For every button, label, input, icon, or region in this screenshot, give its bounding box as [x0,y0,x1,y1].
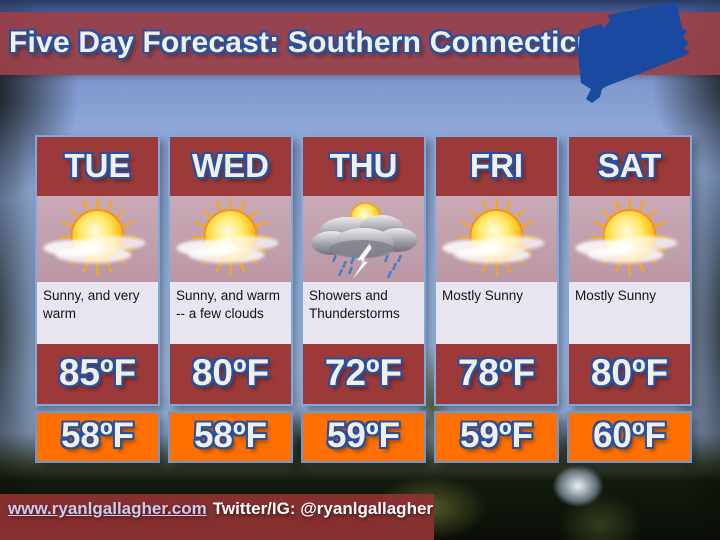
thunderstorm-icon [310,201,419,280]
day-name: SAT [569,137,690,196]
high-temp: 78ºF [436,344,557,404]
weather-icon-area [569,196,690,282]
sunny-icon [436,196,557,282]
weather-icon-area [303,196,424,282]
high-temp: 72ºF [303,344,424,404]
forecast-card-fri: FRI Mostly Sunny 78ºF 59ºF [434,135,559,463]
low-temp: 58ºF [168,411,293,463]
forecast-card-sat: SAT Mostly Sunny 80ºF 60ºF [567,135,692,463]
social-handle: Twitter/IG: @ryanlgallagher [212,499,434,518]
high-temp: 80ºF [569,344,690,404]
day-name: THU [303,137,424,196]
sunny-icon [170,196,291,282]
high-temp: 80ºF [170,344,291,404]
footer-bar: www.ryanlgallagher.com Twitter/IG: @ryanl… [0,494,434,540]
sunny-icon [37,196,158,282]
forecast-summary: Showers and Thunderstorms [303,282,424,344]
high-temp: 85ºF [37,344,158,404]
title-bar: Five Day Forecast: Southern Connecticut [0,12,720,75]
day-name: WED [170,137,291,196]
forecast-card-wed: WED Sunny, and warm -- a few clouds 80ºF… [168,135,293,463]
low-temp: 58ºF [35,411,160,463]
day-name: FRI [436,137,557,196]
forecast-summary: Mostly Sunny [436,282,557,344]
forecast-columns: TUE Sunny, and very warm 85ºF 58ºF WED S… [35,135,692,463]
forecast-summary: Sunny, and warm -- a few clouds [170,282,291,344]
sunny-icon [569,196,690,282]
forecast-card-thu: THU Showers and Thunderstorms 72ºF 59ºF [301,135,426,463]
low-temp: 59ºF [301,411,426,463]
low-temp: 59ºF [434,411,559,463]
low-temp: 60ºF [567,411,692,463]
page-title: Five Day Forecast: Southern Connecticut [9,26,606,59]
day-name: TUE [37,137,158,196]
website-link[interactable]: www.ryanlgallagher.com [8,499,207,518]
forecast-summary: Sunny, and very warm [37,282,158,344]
weather-icon-area [436,196,557,282]
weather-icon-area [170,196,291,282]
weather-icon-area [37,196,158,282]
forecast-card-tue: TUE Sunny, and very warm 85ºF 58ºF [35,135,160,463]
forecast-summary: Mostly Sunny [569,282,690,344]
